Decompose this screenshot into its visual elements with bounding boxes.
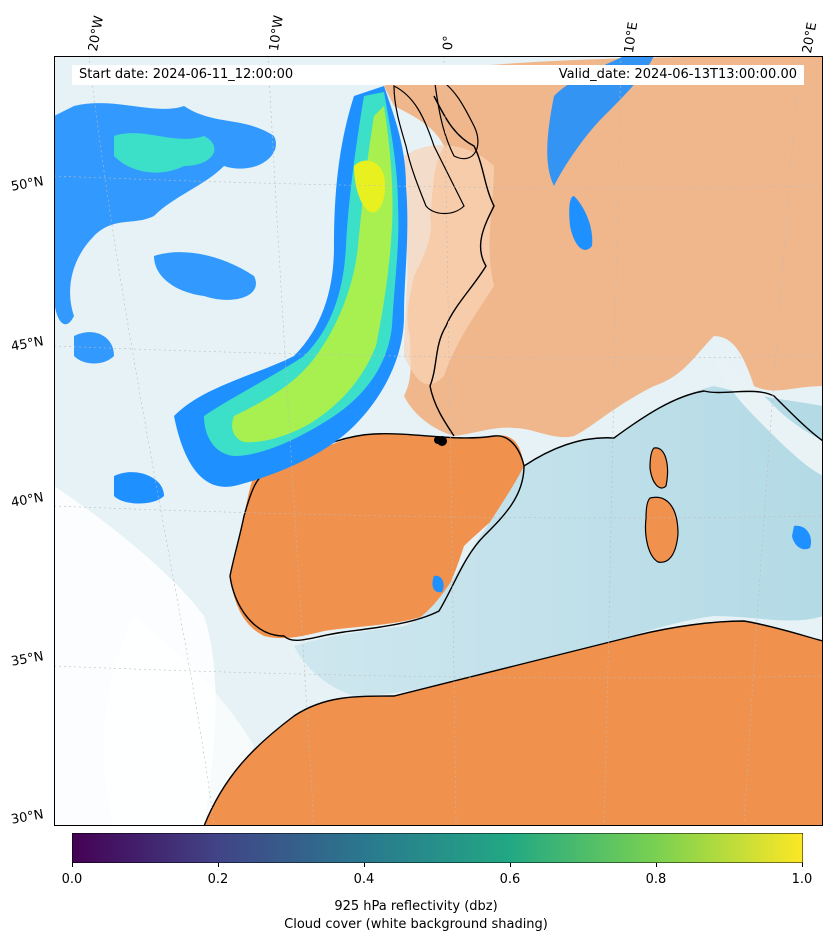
africa-coastline: [203, 620, 823, 826]
lon-label-10e: 10°E: [622, 21, 642, 55]
reflectivity-cells: [547, 56, 654, 186]
map-panel: [54, 56, 823, 826]
valid-date-label: Valid_date: 2024-06-13T13:00:00.00: [558, 67, 797, 82]
info-banner: Start date: 2024-06-11_12:00:00 Valid_da…: [72, 65, 804, 85]
graticule: [54, 56, 823, 826]
reflectivity-cells: [432, 575, 444, 593]
europe-coastline: [429, 95, 823, 467]
colorbar-tick-5: 1.0: [791, 872, 813, 887]
reflectivity-cells: [114, 472, 164, 504]
location-marker: [434, 436, 442, 444]
lon-label-0: 0°: [441, 35, 457, 51]
colorbar-tick-1: 0.2: [207, 872, 229, 887]
iberia-landmass: [230, 433, 524, 639]
iberia-coastline: [229, 433, 525, 641]
lon-label-20w: 20°W: [86, 14, 108, 53]
corsica-island: [649, 447, 669, 489]
lat-label-45n: 45°N: [9, 334, 45, 355]
lat-label-40n: 40°N: [9, 490, 45, 511]
lon-label-20e: 20°E: [800, 21, 821, 55]
colorbar-caption-reflectivity: 925 hPa reflectivity (dbz): [334, 899, 498, 914]
reflectivity-core: [232, 106, 393, 443]
europe-landmass: [384, 56, 823, 438]
lat-label-50n: 50°N: [9, 174, 45, 195]
sardinia-island: [644, 496, 679, 563]
colorbar-tick-3: 0.6: [499, 872, 521, 887]
colorbar-tick-4: 0.8: [645, 872, 667, 887]
colorbar-tick-2: 0.4: [353, 872, 375, 887]
cloud-patch: [103, 616, 254, 826]
lon-label-10w: 10°W: [267, 14, 287, 53]
italy-landmass: [714, 356, 823, 476]
reflectivity-cells: [792, 525, 812, 550]
reflectivity-cells: [569, 196, 593, 250]
colorbar-tick-0: 0.0: [61, 872, 83, 887]
ireland-coastline: [433, 74, 479, 160]
colorbar-gradient: [71, 832, 804, 864]
reflectivity-cells: [154, 252, 256, 300]
colorbar: [71, 832, 804, 864]
colorbar-caption-cloud-cover: Cloud cover (white background shading): [284, 917, 548, 932]
start-date-label: Start date: 2024-06-11_12:00:00: [79, 67, 294, 82]
reflectivity-cells: [54, 103, 276, 325]
britain-coastline: [393, 85, 465, 215]
reflectivity-cells: [114, 133, 215, 173]
africa-landmass: [204, 621, 823, 826]
lat-label-35n: 35°N: [9, 649, 45, 670]
mediterranean-sea: [294, 386, 823, 696]
lat-label-30n: 30°N: [9, 807, 45, 828]
reflectivity-peak: [354, 160, 386, 213]
